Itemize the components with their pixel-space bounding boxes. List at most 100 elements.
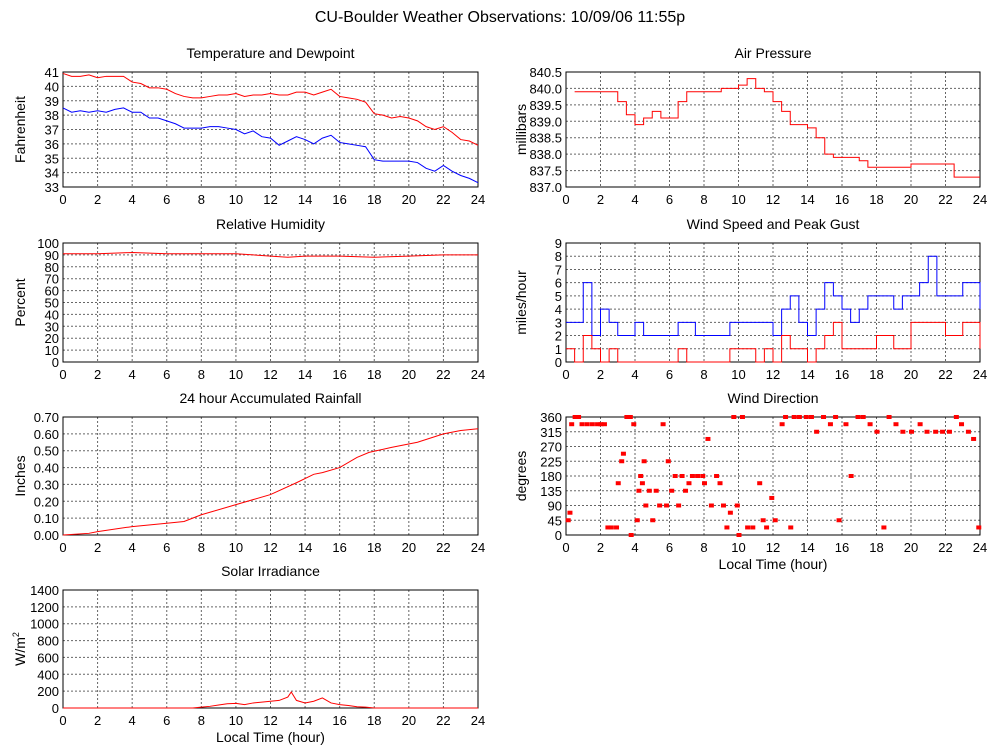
x-tick-label: 6 [163, 713, 170, 728]
data-point [764, 525, 770, 530]
y-tick-label: 70 [45, 272, 59, 287]
data-point [705, 436, 711, 441]
data-point [745, 525, 751, 530]
data-point [933, 429, 939, 434]
data-point [572, 415, 578, 419]
data-point [814, 429, 820, 434]
data-point [653, 488, 659, 493]
data-point [924, 429, 930, 434]
x-tick-label: 4 [129, 713, 136, 728]
y-tick-label: 3 [555, 315, 562, 330]
x-tick-label: 18 [869, 192, 883, 207]
x-tick-label: 10 [229, 540, 243, 555]
y-tick-label: 80 [45, 260, 59, 275]
x-tick-label: 24 [471, 367, 485, 382]
y-tick-label: 838.0 [529, 147, 562, 162]
x-tick-label: 22 [938, 540, 952, 555]
x-tick-label: 22 [436, 540, 450, 555]
data-point [619, 459, 625, 464]
x-tick-label: 18 [367, 713, 381, 728]
y-tick-label: 0 [52, 355, 59, 370]
y-tick-label: 34 [45, 166, 59, 181]
y-tick-label: 800 [37, 634, 59, 649]
data-point [736, 533, 742, 537]
x-tick-label: 10 [731, 540, 745, 555]
x-tick-label: 10 [229, 192, 243, 207]
data-point [940, 429, 946, 434]
y-tick-label: 0.60 [34, 427, 59, 442]
x-tick-label: 12 [766, 367, 780, 382]
data-point [714, 474, 720, 478]
data-point [803, 415, 809, 419]
y-tick-label: 0 [555, 528, 562, 543]
data-point [821, 415, 827, 419]
data-point [686, 481, 692, 486]
y-tick-label: 0.20 [34, 494, 59, 509]
x-tick-label: 24 [471, 540, 485, 555]
y-axis-label-text: miles/hour [513, 270, 529, 335]
x-tick-label: 24 [973, 367, 987, 382]
series-line-humidity [63, 252, 478, 258]
data-point [650, 518, 656, 523]
plot-frame [62, 589, 479, 709]
data-point [565, 518, 571, 523]
x-tick-label: 6 [666, 192, 673, 207]
x-tick-label: 2 [94, 367, 101, 382]
data-point [796, 415, 802, 419]
y-tick-label: 837.0 [529, 180, 562, 195]
x-tick-label: 14 [298, 540, 312, 555]
data-point [791, 415, 797, 419]
data-point [664, 503, 670, 508]
y-tick-label: 1400 [30, 583, 59, 598]
x-tick-label: 22 [938, 192, 952, 207]
x-tick-label: 20 [904, 367, 918, 382]
x-tick-label: 4 [129, 540, 136, 555]
chart-title: Temperature and Dewpoint [186, 45, 354, 61]
data-point [727, 510, 733, 515]
data-point [669, 488, 675, 493]
x-tick-label: 0 [59, 713, 66, 728]
data-point [576, 415, 582, 419]
y-tick-label: 0.00 [34, 528, 59, 543]
figure-title: CU-Boulder Weather Observations: 10/09/0… [315, 9, 685, 26]
y-tick-label: 10 [45, 343, 59, 358]
y-tick-label: 0.10 [34, 511, 59, 526]
y-axis-label: Percent [12, 278, 28, 326]
y-tick-label: 315 [540, 425, 562, 440]
data-point [620, 451, 626, 456]
x-axis-label: Local Time (hour) [216, 729, 325, 745]
x-tick-label: 2 [94, 713, 101, 728]
y-tick-label: 0 [555, 355, 562, 370]
y-tick-label: 4 [555, 302, 562, 317]
y-tick-label: 1 [555, 342, 562, 357]
y-tick-label: 1200 [30, 600, 59, 615]
x-tick-label: 10 [731, 192, 745, 207]
y-axis-label-text: Percent [12, 278, 28, 326]
y-tick-label: 0.40 [34, 461, 59, 476]
y-tick-label: 50 [45, 296, 59, 311]
x-tick-label: 6 [666, 367, 673, 382]
y-tick-label: 0.30 [34, 477, 59, 492]
x-tick-label: 16 [835, 192, 849, 207]
y-axis-label-text: W/m [12, 637, 28, 666]
y-axis-label: W/m2 [11, 632, 28, 666]
data-point [605, 525, 611, 530]
data-point [750, 525, 756, 530]
y-axis-label: degrees [513, 451, 529, 502]
data-point [567, 510, 573, 515]
x-tick-label: 6 [163, 367, 170, 382]
y-tick-label: 135 [540, 484, 562, 499]
x-tick-label: 6 [666, 540, 673, 555]
data-point [608, 525, 614, 530]
x-tick-label: 0 [562, 367, 569, 382]
x-tick-label: 0 [562, 540, 569, 555]
x-tick-label: 18 [869, 367, 883, 382]
data-point [788, 525, 794, 530]
data-point [860, 415, 866, 419]
series-line-pressure [574, 78, 980, 178]
x-tick-label: 20 [402, 713, 416, 728]
